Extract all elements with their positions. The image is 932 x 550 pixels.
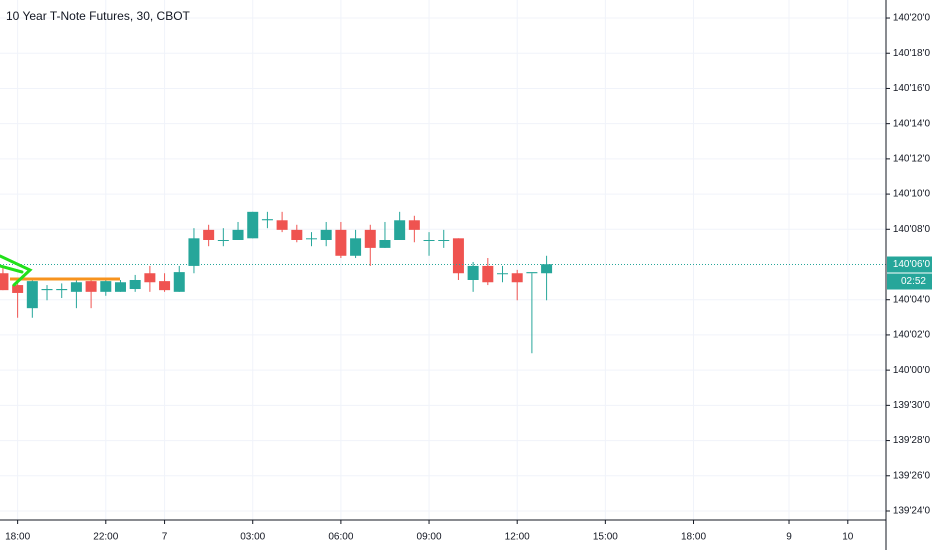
- candle-body: [305, 238, 317, 240]
- candle-body: [129, 280, 141, 290]
- candle-body: [261, 219, 273, 221]
- candle-body: [114, 282, 126, 292]
- candle-body: [497, 273, 509, 275]
- candles: [0, 211, 886, 354]
- x-tick-label: 18:00: [5, 532, 30, 543]
- candle-body: [276, 220, 288, 230]
- candle-body: [379, 240, 391, 248]
- x-tick-label: 7: [162, 532, 168, 543]
- candle-body: [0, 273, 9, 291]
- candle-body: [438, 240, 450, 241]
- y-tick-label: 140'08'0: [893, 224, 931, 235]
- x-tick-label: 09:00: [417, 532, 442, 543]
- last-price-box: [887, 256, 932, 273]
- candle-body: [452, 238, 464, 274]
- y-tick-label: 140'04'0: [893, 294, 931, 305]
- candle-body: [511, 273, 523, 283]
- candle-body: [247, 211, 259, 239]
- candle-body: [203, 229, 215, 240]
- candle-body: [291, 229, 303, 240]
- candle-body: [12, 285, 24, 293]
- x-tick-label: 06:00: [328, 532, 353, 543]
- candle-body: [350, 238, 362, 256]
- x-tick-label: 12:00: [505, 532, 530, 543]
- x-tick-label: 15:00: [593, 532, 618, 543]
- y-tick-label: 139'30'0: [893, 400, 931, 411]
- countdown-box: [887, 273, 932, 290]
- last-price-label: 140'06'0: [893, 259, 931, 270]
- y-tick-label: 139'24'0: [893, 506, 931, 517]
- y-tick-label: 139'28'0: [893, 435, 931, 446]
- y-tick-label: 140'12'0: [893, 154, 931, 165]
- drawn-arrow: [0, 254, 33, 287]
- candle-body: [173, 272, 185, 292]
- candle-body: [56, 289, 68, 291]
- candle-body: [408, 220, 420, 230]
- candle-body: [144, 273, 156, 283]
- candle-body: [394, 220, 406, 240]
- countdown-label: 02:52: [901, 276, 926, 287]
- y-tick-label: 140'00'0: [893, 365, 931, 376]
- x-tick-label: 03:00: [240, 532, 265, 543]
- y-tick-label: 140'14'0: [893, 118, 931, 129]
- candle-body: [159, 281, 171, 291]
- candle-body: [188, 238, 200, 266]
- candle-body: [467, 265, 479, 280]
- candle-body: [232, 229, 244, 240]
- candle-body: [526, 272, 538, 274]
- candle-body: [26, 281, 38, 309]
- candle-body: [364, 229, 376, 248]
- x-tick-label: 10: [842, 532, 854, 543]
- candle-body: [217, 240, 229, 241]
- candle-body: [70, 282, 82, 292]
- x-tick-label: 18:00: [681, 532, 706, 543]
- x-tick-label: 9: [786, 532, 792, 543]
- grid: [0, 0, 886, 520]
- y-tick-label: 139'26'0: [893, 470, 931, 481]
- candle-body: [482, 265, 494, 283]
- y-tick-label: 140'02'0: [893, 330, 931, 341]
- y-tick-label: 140'20'0: [893, 13, 931, 24]
- candle-body: [335, 229, 347, 256]
- candle-body: [41, 289, 53, 291]
- y-tick-label: 140'16'0: [893, 83, 931, 94]
- candle-body: [320, 229, 332, 240]
- x-tick-label: 22:00: [93, 532, 118, 543]
- chart-title: 10 Year T-Note Futures, 30, CBOT: [6, 9, 191, 23]
- candle-body: [423, 240, 435, 241]
- candle-body: [541, 264, 553, 274]
- candle-body: [100, 281, 112, 292]
- axes: 140'20'0 140'18'0 140'16'0 140'14'0 140'12'0…: [5, 13, 932, 543]
- y-tick-label: 140'10'0: [893, 189, 931, 200]
- candle-body: [85, 281, 97, 292]
- y-tick-label: 140'18'0: [893, 48, 931, 59]
